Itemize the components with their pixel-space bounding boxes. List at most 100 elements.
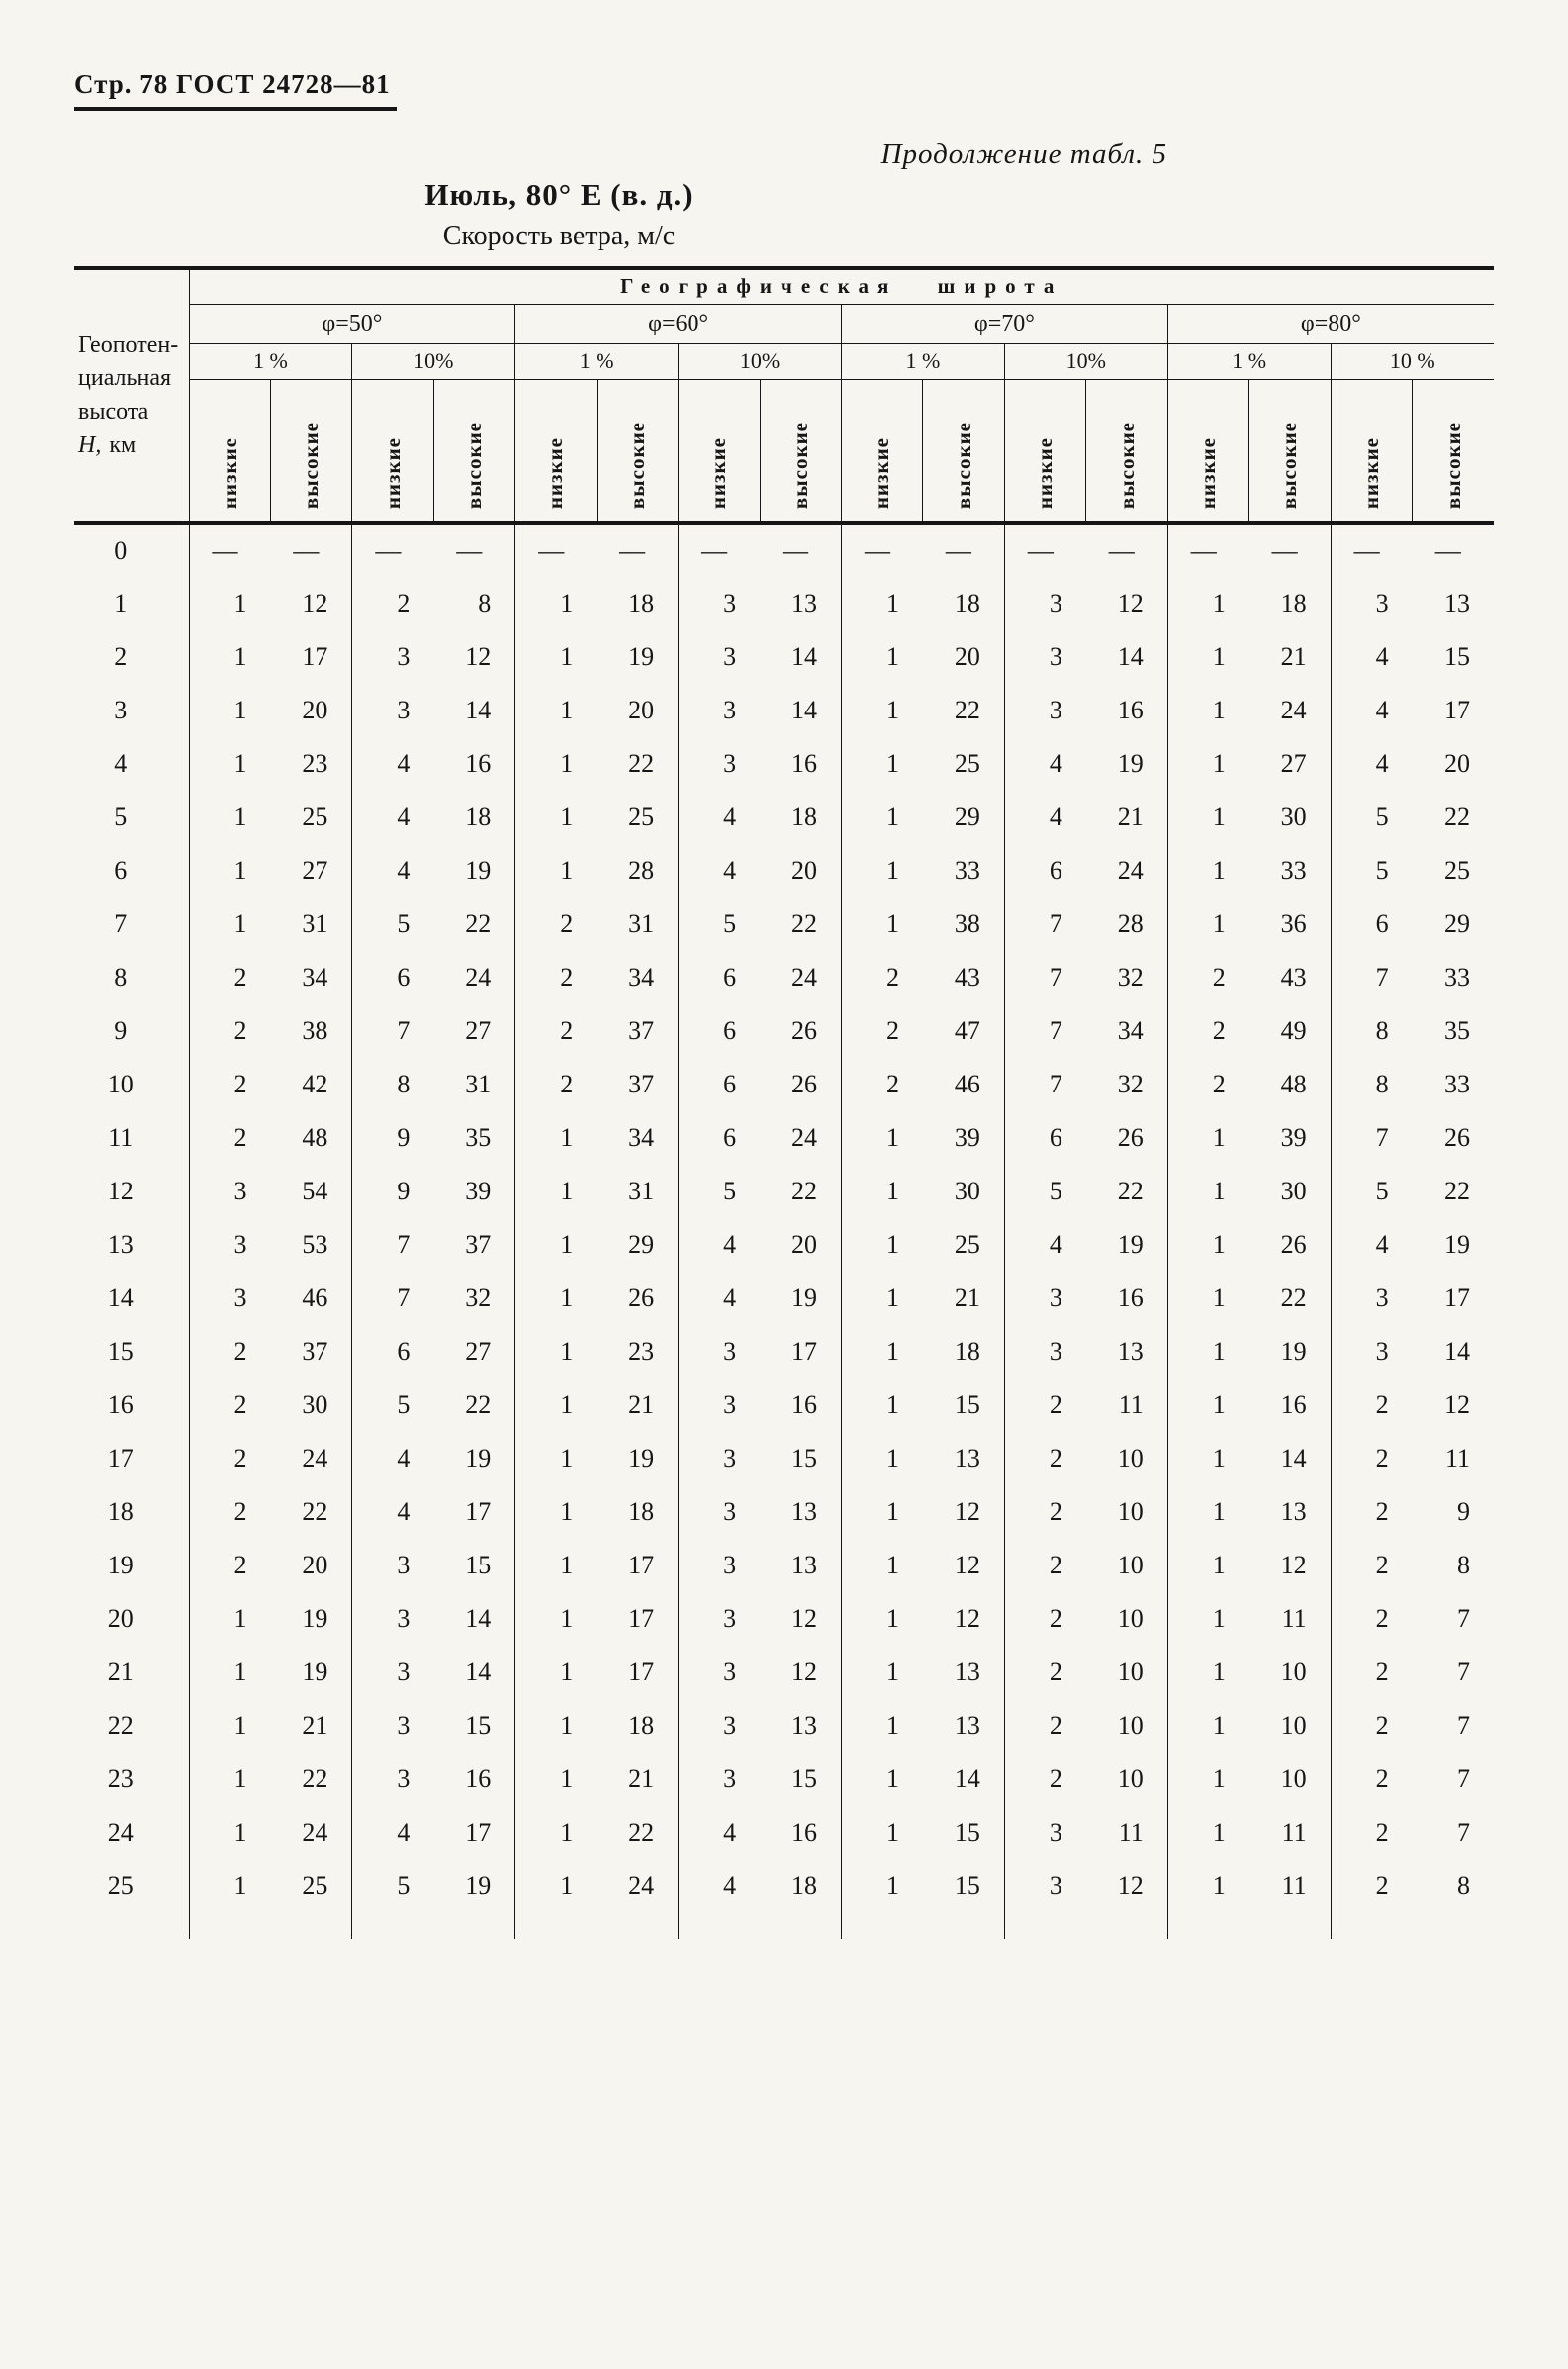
value-cell: 6 (678, 951, 761, 1004)
height-cell: 17 (107, 1444, 134, 1472)
value-cell: 13 (1280, 1497, 1307, 1526)
value-cell: 30 (954, 1177, 980, 1205)
value-cell: 25 (954, 749, 980, 778)
value-cell: 1 (840, 844, 923, 898)
height-cell: 10 (107, 1070, 134, 1098)
value-cell: 1 (840, 1753, 923, 1806)
height-cell: 2 (114, 642, 128, 671)
value-cell: 22 (302, 1497, 328, 1526)
height-cell: 12 (107, 1177, 134, 1205)
value-cell: 1 (1166, 1646, 1249, 1699)
value-cell: 1 (840, 1378, 923, 1432)
table-row: 9 2 38 7 27 2 37 6 26 2 47 7 34 2 49 8 35 (74, 1004, 1494, 1058)
value-cell: 19 (1117, 1230, 1144, 1259)
range-label: высокие (1440, 421, 1465, 509)
height-cell: 9 (114, 1016, 128, 1045)
value-cell: 1 (514, 791, 598, 844)
value-cell: 1 (514, 1432, 598, 1485)
height-cell: 15 (107, 1337, 134, 1366)
value-cell: 1 (840, 1699, 923, 1753)
value-cell: 18 (1280, 589, 1307, 617)
value-cell: 22 (465, 909, 492, 938)
value-cell: 3 (678, 1539, 761, 1592)
value-cell: 10 (1280, 1711, 1307, 1740)
height-cell: 14 (107, 1283, 134, 1312)
value-cell: 10 (1117, 1497, 1144, 1526)
value-cell: 9 (351, 1111, 434, 1165)
value-cell: 12 (465, 642, 492, 671)
spacer-cell (1330, 1913, 1413, 1939)
value-cell: 3 (188, 1272, 271, 1325)
value-cell: 1 (188, 737, 271, 791)
range-label: низкие (217, 436, 241, 509)
height-cell: 7 (114, 909, 128, 938)
value-cell: 3 (351, 1539, 434, 1592)
value-cell: 13 (1117, 1337, 1144, 1366)
value-cell: 3 (351, 684, 434, 737)
value-cell: 21 (302, 1711, 328, 1740)
value-cell: 18 (954, 589, 980, 617)
height-cell: 20 (107, 1604, 134, 1633)
value-cell: 21 (954, 1283, 980, 1312)
value-cell: 7 (351, 1218, 434, 1272)
table-row: 19 2 20 3 15 1 17 3 13 1 12 2 10 1 12 2 8 (74, 1539, 1494, 1592)
value-cell: 2 (188, 951, 271, 1004)
value-cell: 16 (791, 1818, 817, 1847)
value-cell: 37 (302, 1337, 328, 1366)
range-header: высокие (596, 379, 679, 525)
value-cell: 16 (1117, 696, 1144, 724)
value-cell: 19 (1117, 749, 1144, 778)
value-cell: 1 (514, 1859, 598, 1913)
value-cell: 46 (302, 1283, 328, 1312)
value-cell: 3 (351, 1592, 434, 1646)
value-cell: 3 (188, 1165, 271, 1218)
value-cell: 2 (1003, 1485, 1086, 1539)
value-cell: 1 (1166, 577, 1249, 630)
value-cell: 2 (188, 1111, 271, 1165)
value-cell: 17 (465, 1818, 492, 1847)
value-cell: 37 (465, 1230, 492, 1259)
value-cell: 14 (465, 1658, 492, 1686)
value-cell: 8 (1457, 1871, 1470, 1900)
value-cell: 7 (1003, 1058, 1086, 1111)
value-cell: 2 (1330, 1539, 1413, 1592)
range-header: высокие (269, 379, 352, 525)
value-cell: 1 (188, 1806, 271, 1859)
range-label: высокие (624, 421, 649, 509)
value-cell: 20 (302, 696, 328, 724)
page-number-standard: Стр. 78 ГОСТ 24728—81 (74, 69, 397, 111)
value-cell: 3 (678, 1699, 761, 1753)
value-cell: 14 (791, 696, 817, 724)
value-cell: 1 (188, 684, 271, 737)
height-cell: 4 (114, 749, 128, 778)
value-cell: 13 (954, 1658, 980, 1686)
value-cell: 27 (1280, 749, 1307, 778)
value-cell: 2 (514, 898, 598, 951)
value-cell: 29 (628, 1230, 655, 1259)
value-cell: 26 (791, 1070, 817, 1098)
value-cell: 22 (954, 696, 980, 724)
value-cell: 17 (628, 1551, 655, 1579)
value-cell: 12 (1117, 589, 1144, 617)
value-cell: 4 (678, 791, 761, 844)
range-label: высокие (462, 421, 487, 509)
spacer-cell (351, 1913, 434, 1939)
value-cell: 2 (1003, 1699, 1086, 1753)
value-cell: 1 (840, 1859, 923, 1913)
phi-header-60: φ=60° (514, 304, 842, 344)
value-cell: 16 (465, 1764, 492, 1793)
value-cell: 1 (188, 1699, 271, 1753)
value-cell: 47 (954, 1016, 980, 1045)
spacer-cell (514, 1913, 598, 1939)
value-cell: 8 (351, 1058, 434, 1111)
value-cell: 11 (1281, 1818, 1307, 1847)
table-body: 0— — — — — — — — — — — — — — — —1 1 12 2 8 1 18 3 13 1 18 3 12 1 18 3 1… (74, 523, 1494, 1939)
stub-line: Геопотен- (78, 332, 179, 358)
value-cell: 10 (1117, 1711, 1144, 1740)
value-cell: 4 (351, 1432, 434, 1485)
value-cell: 1 (514, 1218, 598, 1272)
value-cell: 5 (678, 1165, 761, 1218)
value-cell: 2 (1166, 1004, 1249, 1058)
range-header: низкие (188, 379, 271, 525)
value-cell: 36 (1280, 909, 1307, 938)
